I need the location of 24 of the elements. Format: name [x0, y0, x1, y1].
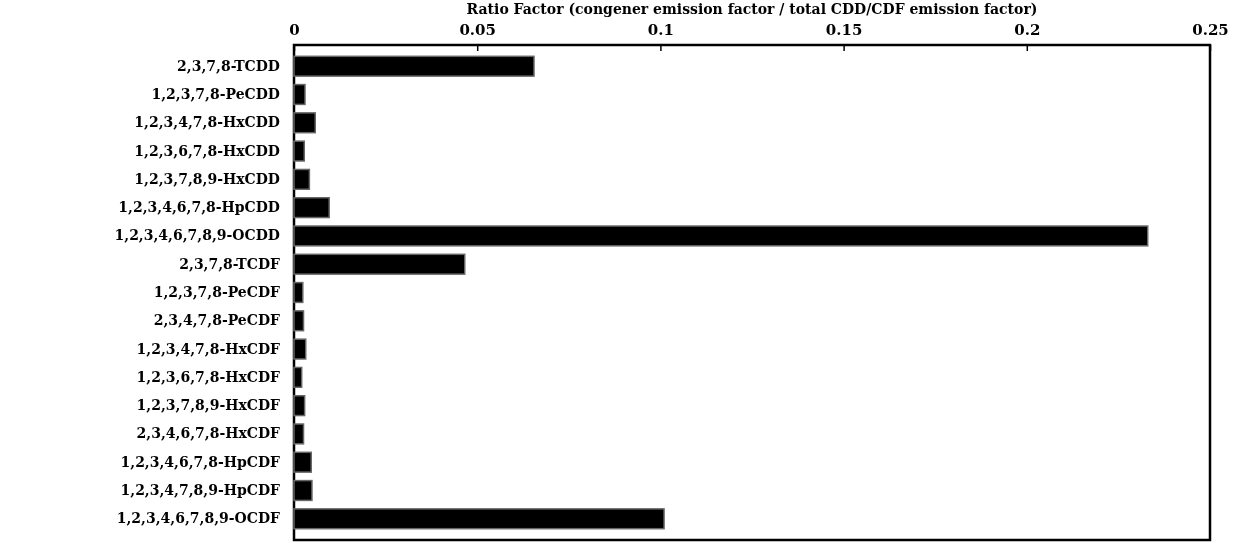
y-tick-label: 1,2,3,4,6,7,8-HpCDD: [118, 199, 280, 216]
y-tick-label: 1,2,3,6,7,8-HxCDF: [136, 368, 281, 385]
y-tick-label: 1,2,3,4,6,7,8-HpCDF: [120, 453, 281, 470]
y-tick-label: 1,2,3,4,7,8-HxCDD: [134, 114, 280, 131]
x-tick-label: 0.2: [1014, 21, 1041, 39]
y-tick-label: 2,3,7,8-TCDD: [177, 57, 280, 74]
y-tick-label: 1,2,3,7,8,9-HxCDD: [134, 170, 280, 187]
x-tick-label: 0.1: [647, 21, 674, 39]
y-tick-label: 1,2,3,4,7,8-HxCDF: [136, 340, 281, 357]
y-tick-label: 1,2,3,4,6,7,8,9-OCDD: [114, 227, 280, 244]
y-tick-label: 2,3,7,8-TCDF: [179, 255, 281, 272]
y-tick-label: 1,2,3,4,7,8,9-HpCDF: [120, 481, 281, 498]
y-tick-label: 1,2,3,7,8-PeCDF: [153, 283, 281, 300]
y-tick-label: 1,2,3,6,7,8-HxCDD: [134, 142, 280, 159]
y-tick-label: 1,2,3,7,8-PeCDD: [151, 85, 280, 102]
x-tick-label: 0.05: [459, 21, 496, 39]
x-tick-label: 0: [289, 21, 300, 39]
y-tick-label: 1,2,3,7,8,9-HxCDF: [136, 397, 281, 414]
y-tick-label: 1,2,3,4,6,7,8,9-OCDF: [116, 510, 281, 527]
y-tick-label: 2,3,4,6,7,8-HxCDF: [136, 425, 281, 442]
x-tick-label: 0.25: [1192, 21, 1229, 39]
x-tick-label: 0.15: [825, 21, 863, 39]
y-tick-label: 2,3,4,7,8-PeCDF: [153, 312, 281, 329]
x-axis-title: Ratio Factor (congener emission factor / total CDD/CDF emission factor): [466, 1, 1038, 17]
